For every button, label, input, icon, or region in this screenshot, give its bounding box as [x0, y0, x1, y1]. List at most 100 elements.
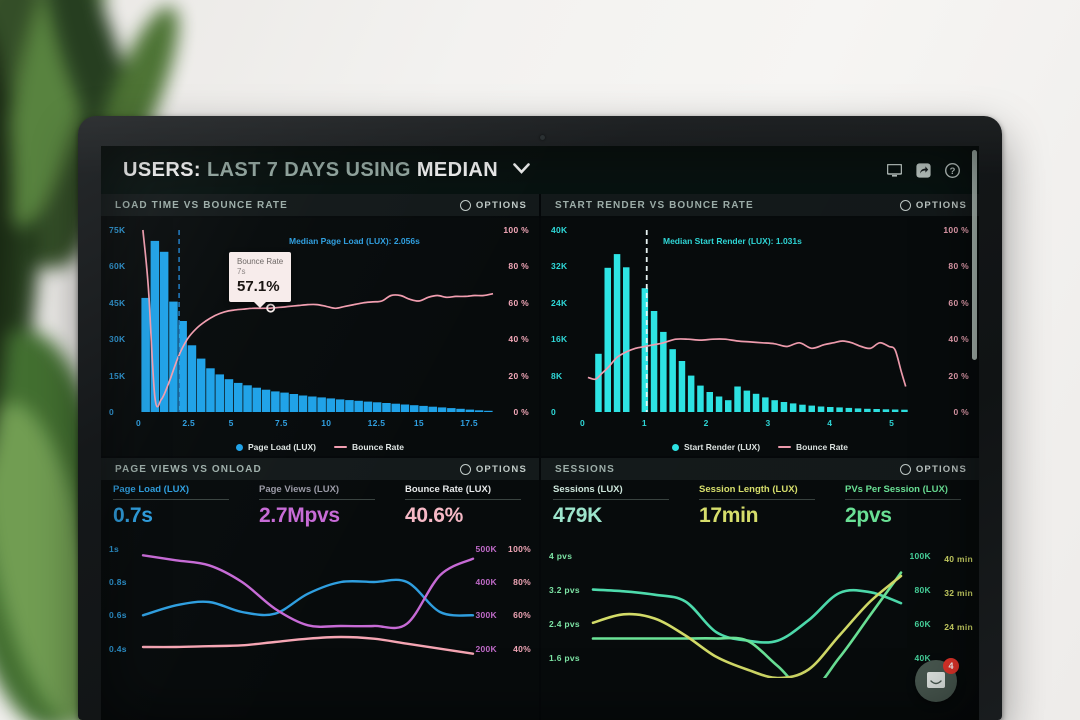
bar[interactable]	[224, 379, 234, 412]
chevron-down-icon[interactable]	[513, 162, 530, 174]
bar[interactable]	[363, 401, 373, 412]
options-label: OPTIONS	[475, 463, 527, 475]
bar[interactable]	[845, 407, 853, 412]
bar[interactable]	[437, 407, 447, 412]
bar[interactable]	[261, 389, 271, 412]
bar[interactable]	[326, 398, 336, 412]
bar[interactable]	[372, 402, 382, 412]
bar[interactable]	[650, 311, 658, 412]
chat-widget-button[interactable]: 4	[915, 658, 959, 702]
bar[interactable]	[817, 406, 825, 413]
bar[interactable]	[206, 368, 215, 412]
bar[interactable]	[280, 392, 289, 412]
legend-item-start-render[interactable]: Start Render (LUX)	[671, 442, 760, 452]
bar[interactable]	[391, 403, 401, 412]
panel-header: PAGE VIEWS VS ONLOAD OPTIONS	[101, 458, 539, 480]
legend-item-page-load[interactable]: Page Load (LUX)	[236, 442, 316, 452]
bar[interactable]	[308, 396, 317, 413]
bar[interactable]	[678, 361, 686, 412]
bar[interactable]	[447, 408, 456, 412]
options-button-sessions[interactable]: OPTIONS	[899, 463, 967, 475]
axis-tick-label: 10	[321, 418, 332, 428]
bar[interactable]	[780, 402, 788, 412]
help-icon[interactable]: ?	[944, 162, 961, 179]
title-metric[interactable]: MEDIAN	[416, 158, 499, 181]
bar[interactable]	[641, 288, 649, 412]
bar[interactable]	[789, 403, 797, 412]
bar[interactable]	[882, 409, 890, 412]
bar[interactable]	[706, 392, 714, 412]
bar[interactable]	[743, 390, 751, 412]
bar[interactable]	[234, 382, 243, 412]
axis-tick-label: 17.5	[460, 418, 478, 428]
bar[interactable]	[317, 397, 326, 412]
bar[interactable]	[613, 254, 621, 412]
bar[interactable]	[335, 399, 345, 412]
bar[interactable]	[178, 321, 187, 412]
bar[interactable]	[854, 408, 862, 412]
legend-label: Bounce Rate	[796, 442, 848, 452]
metric-session-length[interactable]: Session Length (LUX) 17min	[687, 484, 833, 528]
page-scrollbar[interactable]	[972, 150, 977, 360]
bar[interactable]	[382, 403, 391, 412]
bar[interactable]	[771, 400, 778, 412]
bar[interactable]	[873, 409, 880, 412]
bar[interactable]	[141, 297, 150, 412]
monitor-icon[interactable]	[886, 162, 903, 179]
bar[interactable]	[354, 400, 363, 412]
bar[interactable]	[289, 394, 299, 412]
metric-bounce-rate[interactable]: Bounce Rate (LUX) 40.6%	[393, 484, 539, 528]
legend-item-bounce-rate[interactable]: Bounce Rate	[334, 442, 404, 452]
bar[interactable]	[243, 385, 252, 412]
axis-tick-label: 40 %	[508, 334, 529, 345]
bar[interactable]	[725, 400, 732, 412]
bar[interactable]	[734, 386, 741, 413]
bar[interactable]	[187, 345, 197, 412]
options-button-page-views[interactable]: OPTIONS	[459, 463, 527, 475]
bar[interactable]	[604, 267, 612, 412]
bar[interactable]	[150, 240, 160, 412]
bar[interactable]	[660, 331, 667, 412]
options-button-start-render[interactable]: OPTIONS	[899, 199, 967, 211]
legend-load-time: Page Load (LUX) Bounce Rate	[101, 442, 539, 452]
options-button-load-time[interactable]: OPTIONS	[459, 199, 527, 211]
bar[interactable]	[901, 409, 908, 412]
bar[interactable]	[827, 407, 834, 412]
bar[interactable]	[271, 391, 280, 412]
bar[interactable]	[595, 353, 602, 412]
bar[interactable]	[196, 358, 206, 412]
bar[interactable]	[419, 405, 428, 412]
bar[interactable]	[428, 406, 438, 412]
metric-sessions[interactable]: Sessions (LUX) 479K	[541, 484, 687, 528]
metric-page-views[interactable]: Page Views (LUX) 2.7Mpvs	[247, 484, 393, 528]
bar[interactable]	[215, 374, 225, 412]
bar[interactable]	[456, 408, 465, 412]
share-icon[interactable]	[915, 162, 932, 179]
metric-pvs-per-session[interactable]: PVs Per Session (LUX) 2pvs	[833, 484, 979, 528]
bar[interactable]	[687, 375, 695, 412]
title-range[interactable]: LAST 7 DAYS	[206, 158, 340, 181]
bar[interactable]	[799, 404, 806, 412]
bar[interactable]	[836, 407, 843, 412]
bar[interactable]	[752, 393, 760, 412]
bar[interactable]	[474, 410, 484, 412]
bar[interactable]	[484, 410, 493, 412]
legend-item-bounce-rate[interactable]: Bounce Rate	[778, 442, 848, 452]
bar[interactable]	[762, 397, 769, 412]
bar[interactable]	[159, 251, 169, 412]
bar[interactable]	[669, 349, 676, 412]
bar[interactable]	[465, 409, 475, 412]
bar[interactable]	[410, 405, 419, 412]
bar[interactable]	[697, 385, 704, 412]
bar[interactable]	[864, 408, 871, 412]
bar[interactable]	[808, 405, 816, 412]
bar[interactable]	[623, 267, 630, 412]
bar[interactable]	[298, 395, 308, 413]
metric-page-load[interactable]: Page Load (LUX) 0.7s	[101, 484, 247, 528]
bar[interactable]	[891, 409, 899, 413]
bar[interactable]	[252, 387, 262, 412]
bar[interactable]	[345, 400, 354, 412]
bar[interactable]	[169, 301, 178, 412]
bar[interactable]	[400, 404, 410, 413]
bar[interactable]	[715, 396, 723, 413]
